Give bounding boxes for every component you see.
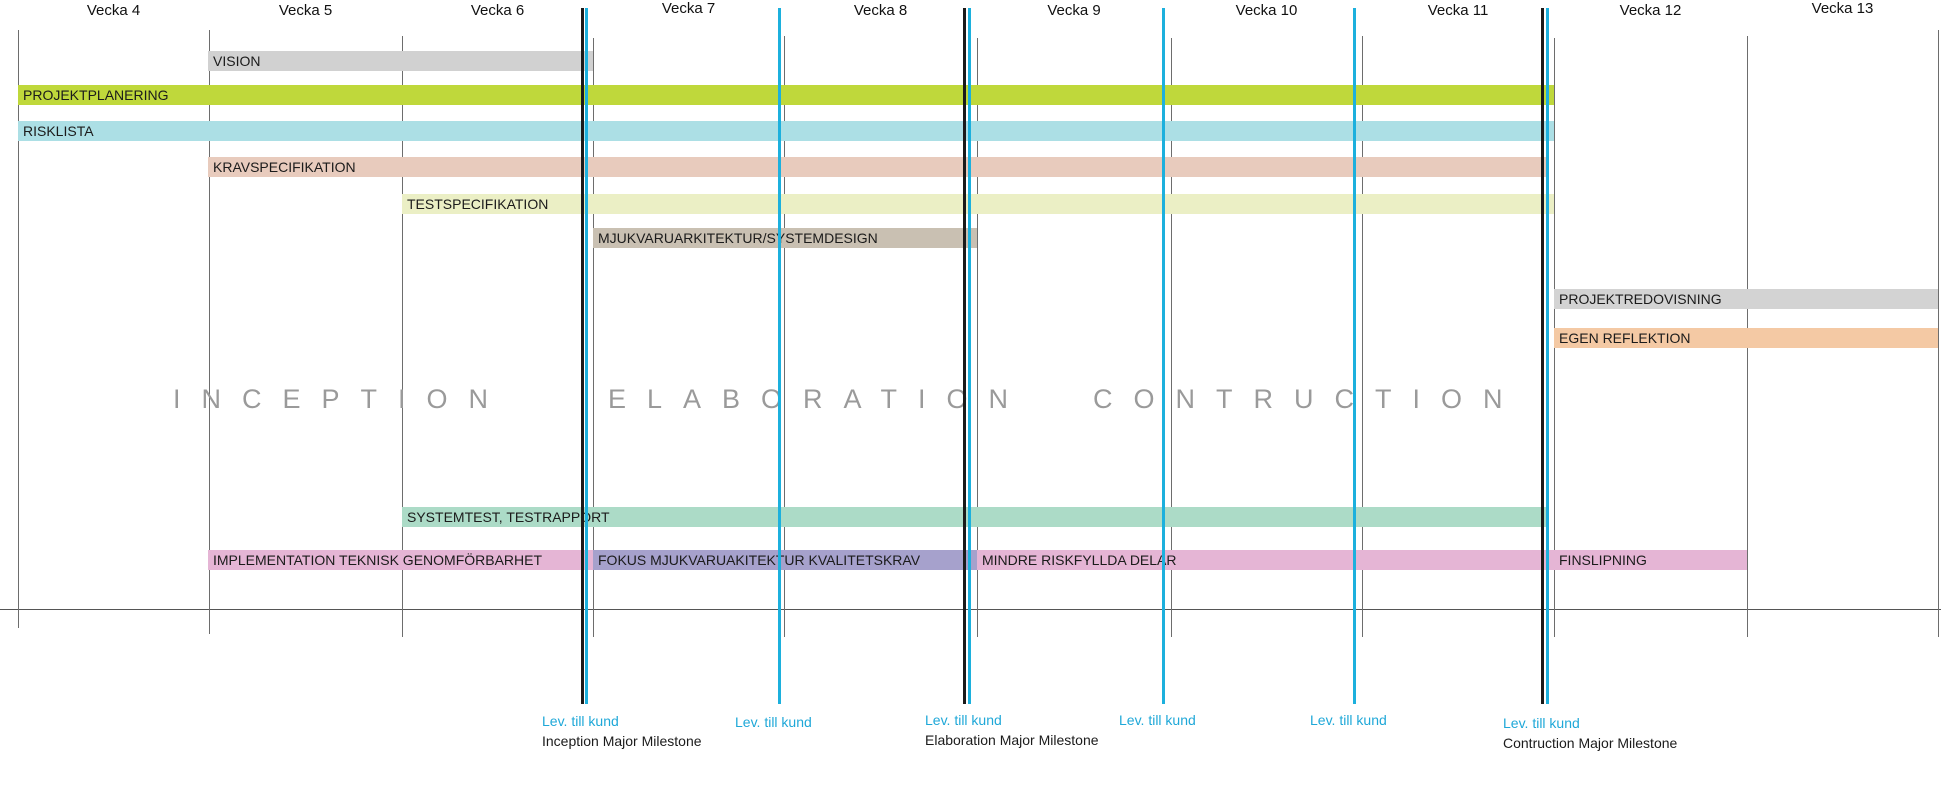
delivery-label: Lev. till kund — [925, 712, 1002, 728]
week-gridline — [784, 36, 785, 637]
delivery-label: Lev. till kund — [1503, 715, 1580, 731]
activity-bar: IMPLEMENTATION TEKNISK GENOMFÖRBARHET — [208, 550, 593, 570]
week-label: Vecka 7 — [661, 0, 716, 17]
delivery-line — [1162, 8, 1165, 704]
activity-bar: KRAVSPECIFIKATION — [208, 157, 1547, 177]
major-milestone-line — [963, 8, 966, 704]
week-gridline — [402, 36, 403, 637]
delivery-line — [968, 8, 971, 704]
week-label: Vecka 4 — [86, 2, 141, 19]
activity-bar: RISKLISTA — [18, 121, 1554, 141]
activity-bar: FOKUS MJUKVARUAKITEKTUR KVALITETSKRAV — [593, 550, 977, 570]
week-label: Vecka 12 — [1619, 2, 1682, 19]
week-label: Vecka 10 — [1235, 2, 1298, 19]
phase-label: ELABORATION — [608, 384, 1030, 414]
week-label: Vecka 9 — [1047, 2, 1101, 19]
week-gridline — [209, 30, 210, 634]
activity-bar: VISION — [208, 51, 593, 71]
delivery-label: Lev. till kund — [1119, 712, 1196, 728]
week-label: Vecka 6 — [470, 2, 525, 19]
activity-bar: EGEN REFLEKTION — [1554, 328, 1938, 348]
delivery-label: Lev. till kund — [735, 714, 812, 730]
delivery-line — [585, 8, 588, 704]
week-label: Vecka 13 — [1811, 0, 1874, 17]
delivery-label: Lev. till kund — [542, 713, 619, 729]
milestone-label: Inception Major Milestone — [542, 733, 702, 749]
activity-bar: MINDRE RISKFYLLDA DELAR — [977, 550, 1554, 570]
week-gridline — [1938, 30, 1939, 637]
delivery-line — [1353, 8, 1356, 704]
week-gridline — [18, 30, 19, 628]
week-gridline — [977, 38, 978, 637]
week-label: Vecka 11 — [1427, 2, 1489, 19]
phase-label: INCEPTION — [173, 384, 510, 414]
delivery-label: Lev. till kund — [1310, 712, 1387, 728]
milestone-label: Contruction Major Milestone — [1503, 735, 1678, 751]
activity-bar: MJUKVARUARKITEKTUR/SYSTEMDESIGN — [593, 228, 977, 248]
major-milestone-line — [1541, 8, 1544, 704]
week-gridline — [1362, 36, 1363, 637]
week-label: Vecka 5 — [278, 2, 333, 19]
activity-bar: PROJEKTPLANERING — [18, 85, 1554, 105]
phase-label: CONTRUCTION — [1093, 384, 1524, 414]
activity-bar: PROJEKTREDOVISNING — [1554, 289, 1938, 309]
week-gridline — [1171, 38, 1172, 637]
major-milestone-line — [581, 8, 584, 704]
week-gridline — [593, 38, 594, 637]
delivery-line — [778, 8, 781, 704]
activity-bar: SYSTEMTEST, TESTRAPPORT — [402, 507, 1547, 527]
week-label: Vecka 8 — [853, 2, 908, 19]
delivery-line — [1546, 8, 1549, 704]
milestone-label: Elaboration Major Milestone — [925, 732, 1099, 748]
activity-bar: TESTSPECIFIKATION — [402, 194, 1554, 214]
activity-bar: FINSLIPNING — [1554, 550, 1747, 570]
